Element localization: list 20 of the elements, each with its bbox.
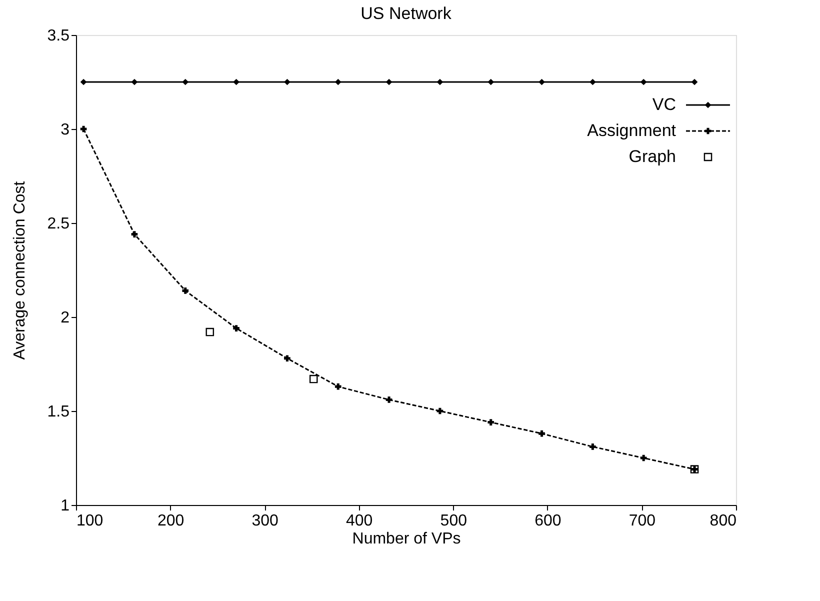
- y-tick-label: 2: [60, 310, 70, 326]
- chart-title: US Network: [360, 4, 452, 23]
- legend-label: Graph: [628, 147, 676, 166]
- x-tick-label: 400: [346, 512, 373, 530]
- y-tick-label: 1: [60, 498, 70, 514]
- y-tick-label: 2.5: [47, 216, 70, 232]
- x-tick-label: 100: [76, 512, 104, 530]
- y-tick-label: 3: [60, 122, 70, 138]
- x-tick-label: 300: [252, 512, 279, 530]
- x-tick-label: 700: [628, 512, 656, 530]
- x-tick-label: 500: [440, 512, 468, 530]
- x-tick-label: 600: [534, 512, 562, 530]
- legend-label: VC: [652, 95, 676, 114]
- legend-label: Assignment: [587, 121, 676, 140]
- y-axis-title: Average connection Cost: [11, 180, 28, 360]
- x-tick-label: 800: [710, 512, 737, 530]
- y-tick-label: 3.5: [47, 28, 70, 44]
- y-tick-label: 1.5: [47, 404, 70, 420]
- x-tick-label: 200: [157, 512, 184, 530]
- x-axis-title: Number of VPs: [352, 530, 461, 548]
